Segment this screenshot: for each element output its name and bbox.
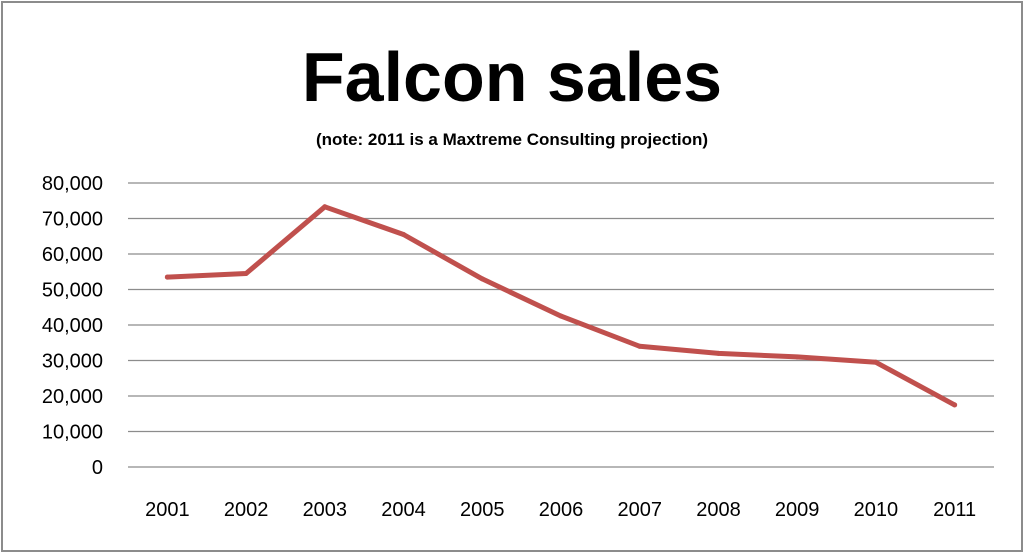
gridlines [128, 182, 994, 433]
chart-subtitle: (note: 2011 is a Maxtreme Consulting pro… [316, 130, 708, 149]
x-tick-label: 2005 [460, 499, 505, 521]
chart-title: Falcon sales [302, 38, 722, 116]
series-lines [164, 204, 958, 408]
data-point [479, 276, 485, 282]
y-tick-label: 0 [92, 457, 103, 479]
x-tick-label: 2003 [303, 499, 348, 521]
y-tick-label: 80,000 [42, 173, 103, 195]
data-point [558, 313, 564, 319]
x-tick-label: 2001 [145, 499, 190, 521]
x-tick-label: 2008 [696, 499, 741, 521]
data-point [401, 231, 407, 237]
y-tick-label: 30,000 [42, 351, 103, 373]
x-tick-label: 2004 [381, 499, 426, 521]
data-point [952, 402, 958, 408]
data-point [715, 350, 721, 356]
data-point [243, 271, 249, 277]
y-tick-label: 70,000 [42, 209, 103, 231]
y-tick-label: 60,000 [42, 244, 103, 266]
x-tick-label: 2010 [854, 499, 899, 521]
x-tick-label: 2007 [617, 499, 662, 521]
y-tick-label: 50,000 [42, 280, 103, 302]
x-axis-tick-labels: 2001 2002 2003 2004 2005 2006 2007 2008 2009 2010… [145, 499, 976, 521]
x-tick-label: 2009 [775, 499, 820, 521]
data-point [164, 274, 170, 280]
data-point [637, 343, 643, 349]
data-point [873, 359, 879, 365]
y-axis-tick-labels: 0 10,000 20,000 30,000 40,000 50,000 60,000 70,… [42, 173, 103, 479]
y-tick-label: 20,000 [42, 386, 103, 408]
series-line [164, 204, 958, 408]
x-tick-label: 2002 [224, 499, 269, 521]
data-point [794, 354, 800, 360]
y-tick-label: 40,000 [42, 315, 103, 337]
data-point [322, 204, 328, 210]
x-tick-label: 2011 [933, 499, 976, 521]
y-tick-label: 10,000 [42, 422, 103, 444]
x-tick-label: 2006 [539, 499, 584, 521]
